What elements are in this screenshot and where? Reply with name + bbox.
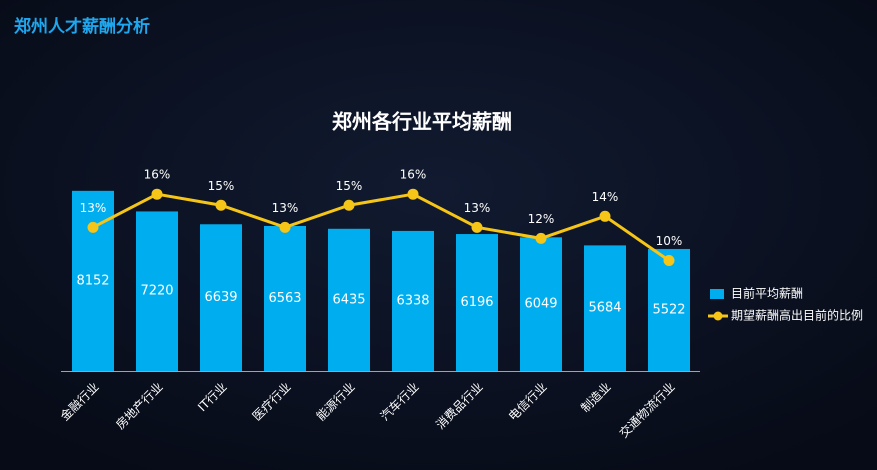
bar xyxy=(456,234,498,371)
line xyxy=(92,192,670,262)
bar xyxy=(328,228,370,371)
bar xyxy=(136,211,178,371)
bar xyxy=(648,248,690,371)
bar-value-label: 6563 xyxy=(268,291,301,306)
page-title: 郑州人才薪酬分析 xyxy=(14,16,150,37)
line-marker xyxy=(215,199,227,211)
line-value-label: 16% xyxy=(144,168,171,182)
line-marker xyxy=(535,232,547,244)
bar-value-label: 6049 xyxy=(524,297,557,312)
line-value-label: 13% xyxy=(272,201,299,215)
bar-value-label: 5684 xyxy=(588,301,621,316)
line-value-label: 15% xyxy=(336,179,363,193)
bar-value-label: 6196 xyxy=(460,295,493,310)
legend-label: 期望薪酬高出目前的比例 xyxy=(731,308,863,323)
line-marker xyxy=(407,188,419,200)
bar xyxy=(584,245,626,371)
line-marker xyxy=(599,210,611,222)
line-value-label: 15% xyxy=(208,179,235,193)
line-marker xyxy=(87,221,99,233)
line-marker xyxy=(663,255,675,266)
bar xyxy=(392,230,434,371)
line-marker xyxy=(151,188,163,200)
line-value-label: 16% xyxy=(400,168,427,182)
line-value-label: 12% xyxy=(528,212,555,226)
bar-value-label: 6639 xyxy=(204,290,237,305)
bar-value-label: 6338 xyxy=(396,293,429,308)
line-value-label: 13% xyxy=(80,201,107,215)
bar-value-label: 8152 xyxy=(76,273,109,288)
line-value-label: 14% xyxy=(592,190,619,204)
line-marker xyxy=(343,199,355,211)
bar-value-label: 5522 xyxy=(652,302,685,317)
line-value-label: 13% xyxy=(464,201,491,215)
legend-swatch xyxy=(710,289,724,299)
line-marker xyxy=(279,221,291,233)
line-marker xyxy=(471,221,483,233)
bar xyxy=(264,225,306,371)
bar xyxy=(200,224,242,371)
bar-value-label: 6435 xyxy=(332,292,365,307)
bar xyxy=(520,237,562,371)
bar-value-label: 7220 xyxy=(140,284,173,299)
legend-label: 目前平均薪酬 xyxy=(731,286,803,301)
chart-title: 郑州各行业平均薪酬 xyxy=(332,110,512,134)
line-value-label: 10% xyxy=(656,234,683,248)
legend-swatch-marker xyxy=(713,311,723,321)
